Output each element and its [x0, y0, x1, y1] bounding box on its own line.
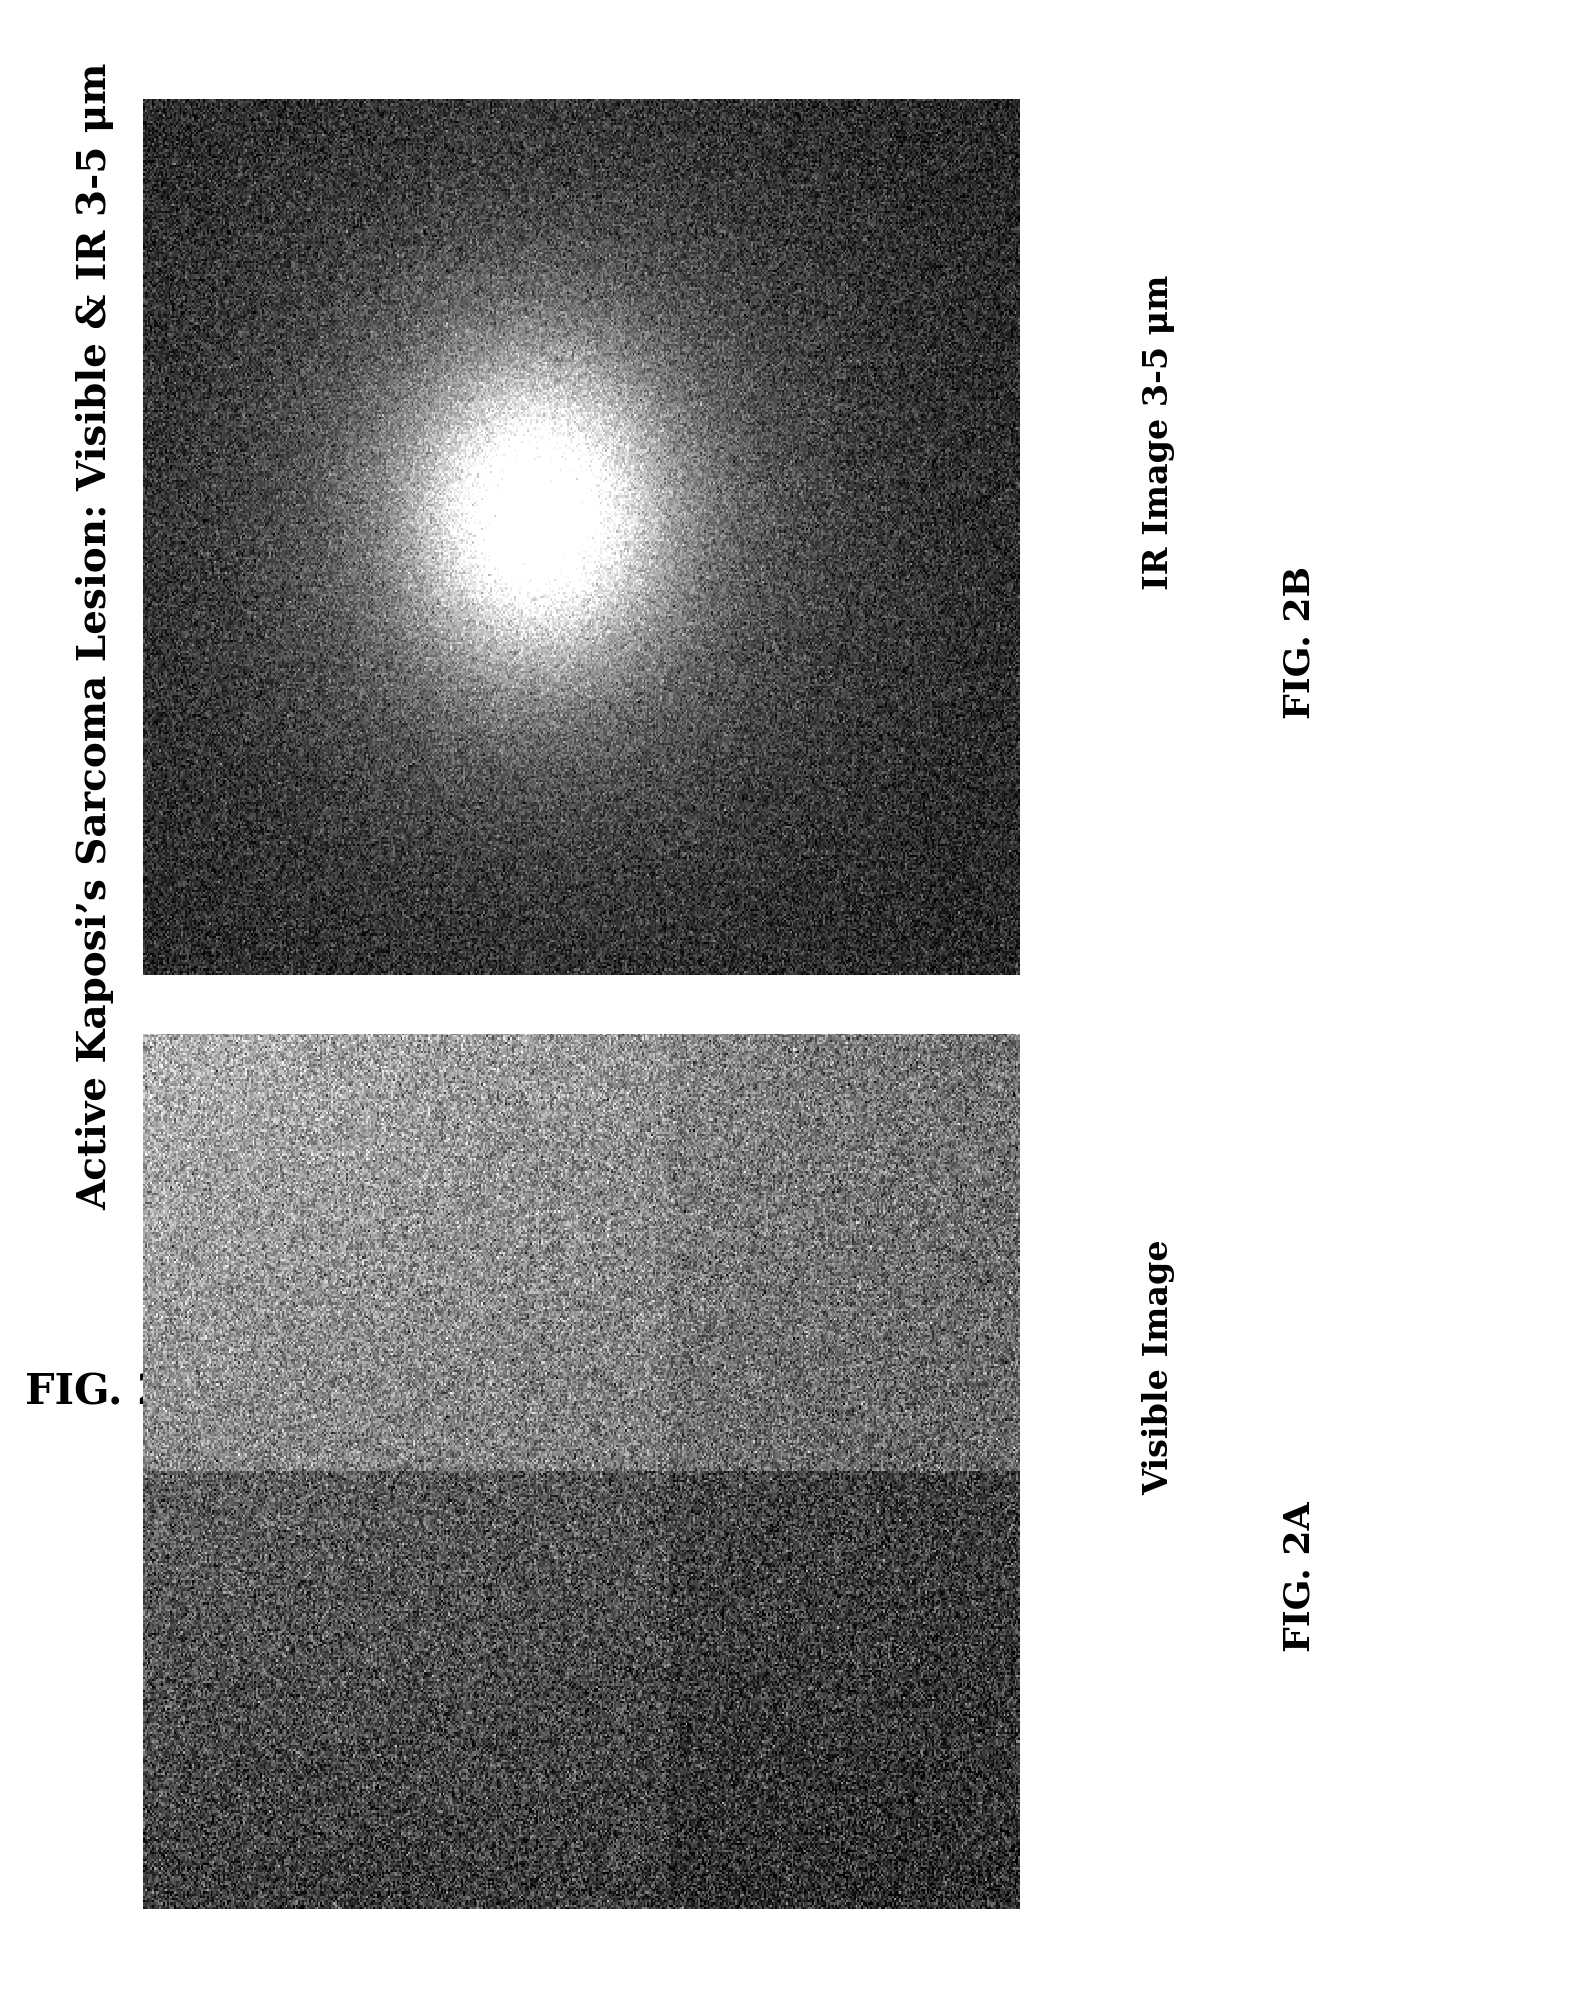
Text: FIG. 2: FIG. 2 [26, 1370, 166, 1414]
Text: IR Image 3-5 μm: IR Image 3-5 μm [1143, 274, 1175, 589]
Text: Visible Image: Visible Image [1143, 1239, 1175, 1494]
Text: Active Kaposi’s Sarcoma Lesion: Visible & IR 3-5 μm: Active Kaposi’s Sarcoma Lesion: Visible … [77, 64, 115, 1209]
Text: FIG. 2A: FIG. 2A [1282, 1502, 1317, 1653]
Text: FIG. 2B: FIG. 2B [1282, 565, 1317, 718]
